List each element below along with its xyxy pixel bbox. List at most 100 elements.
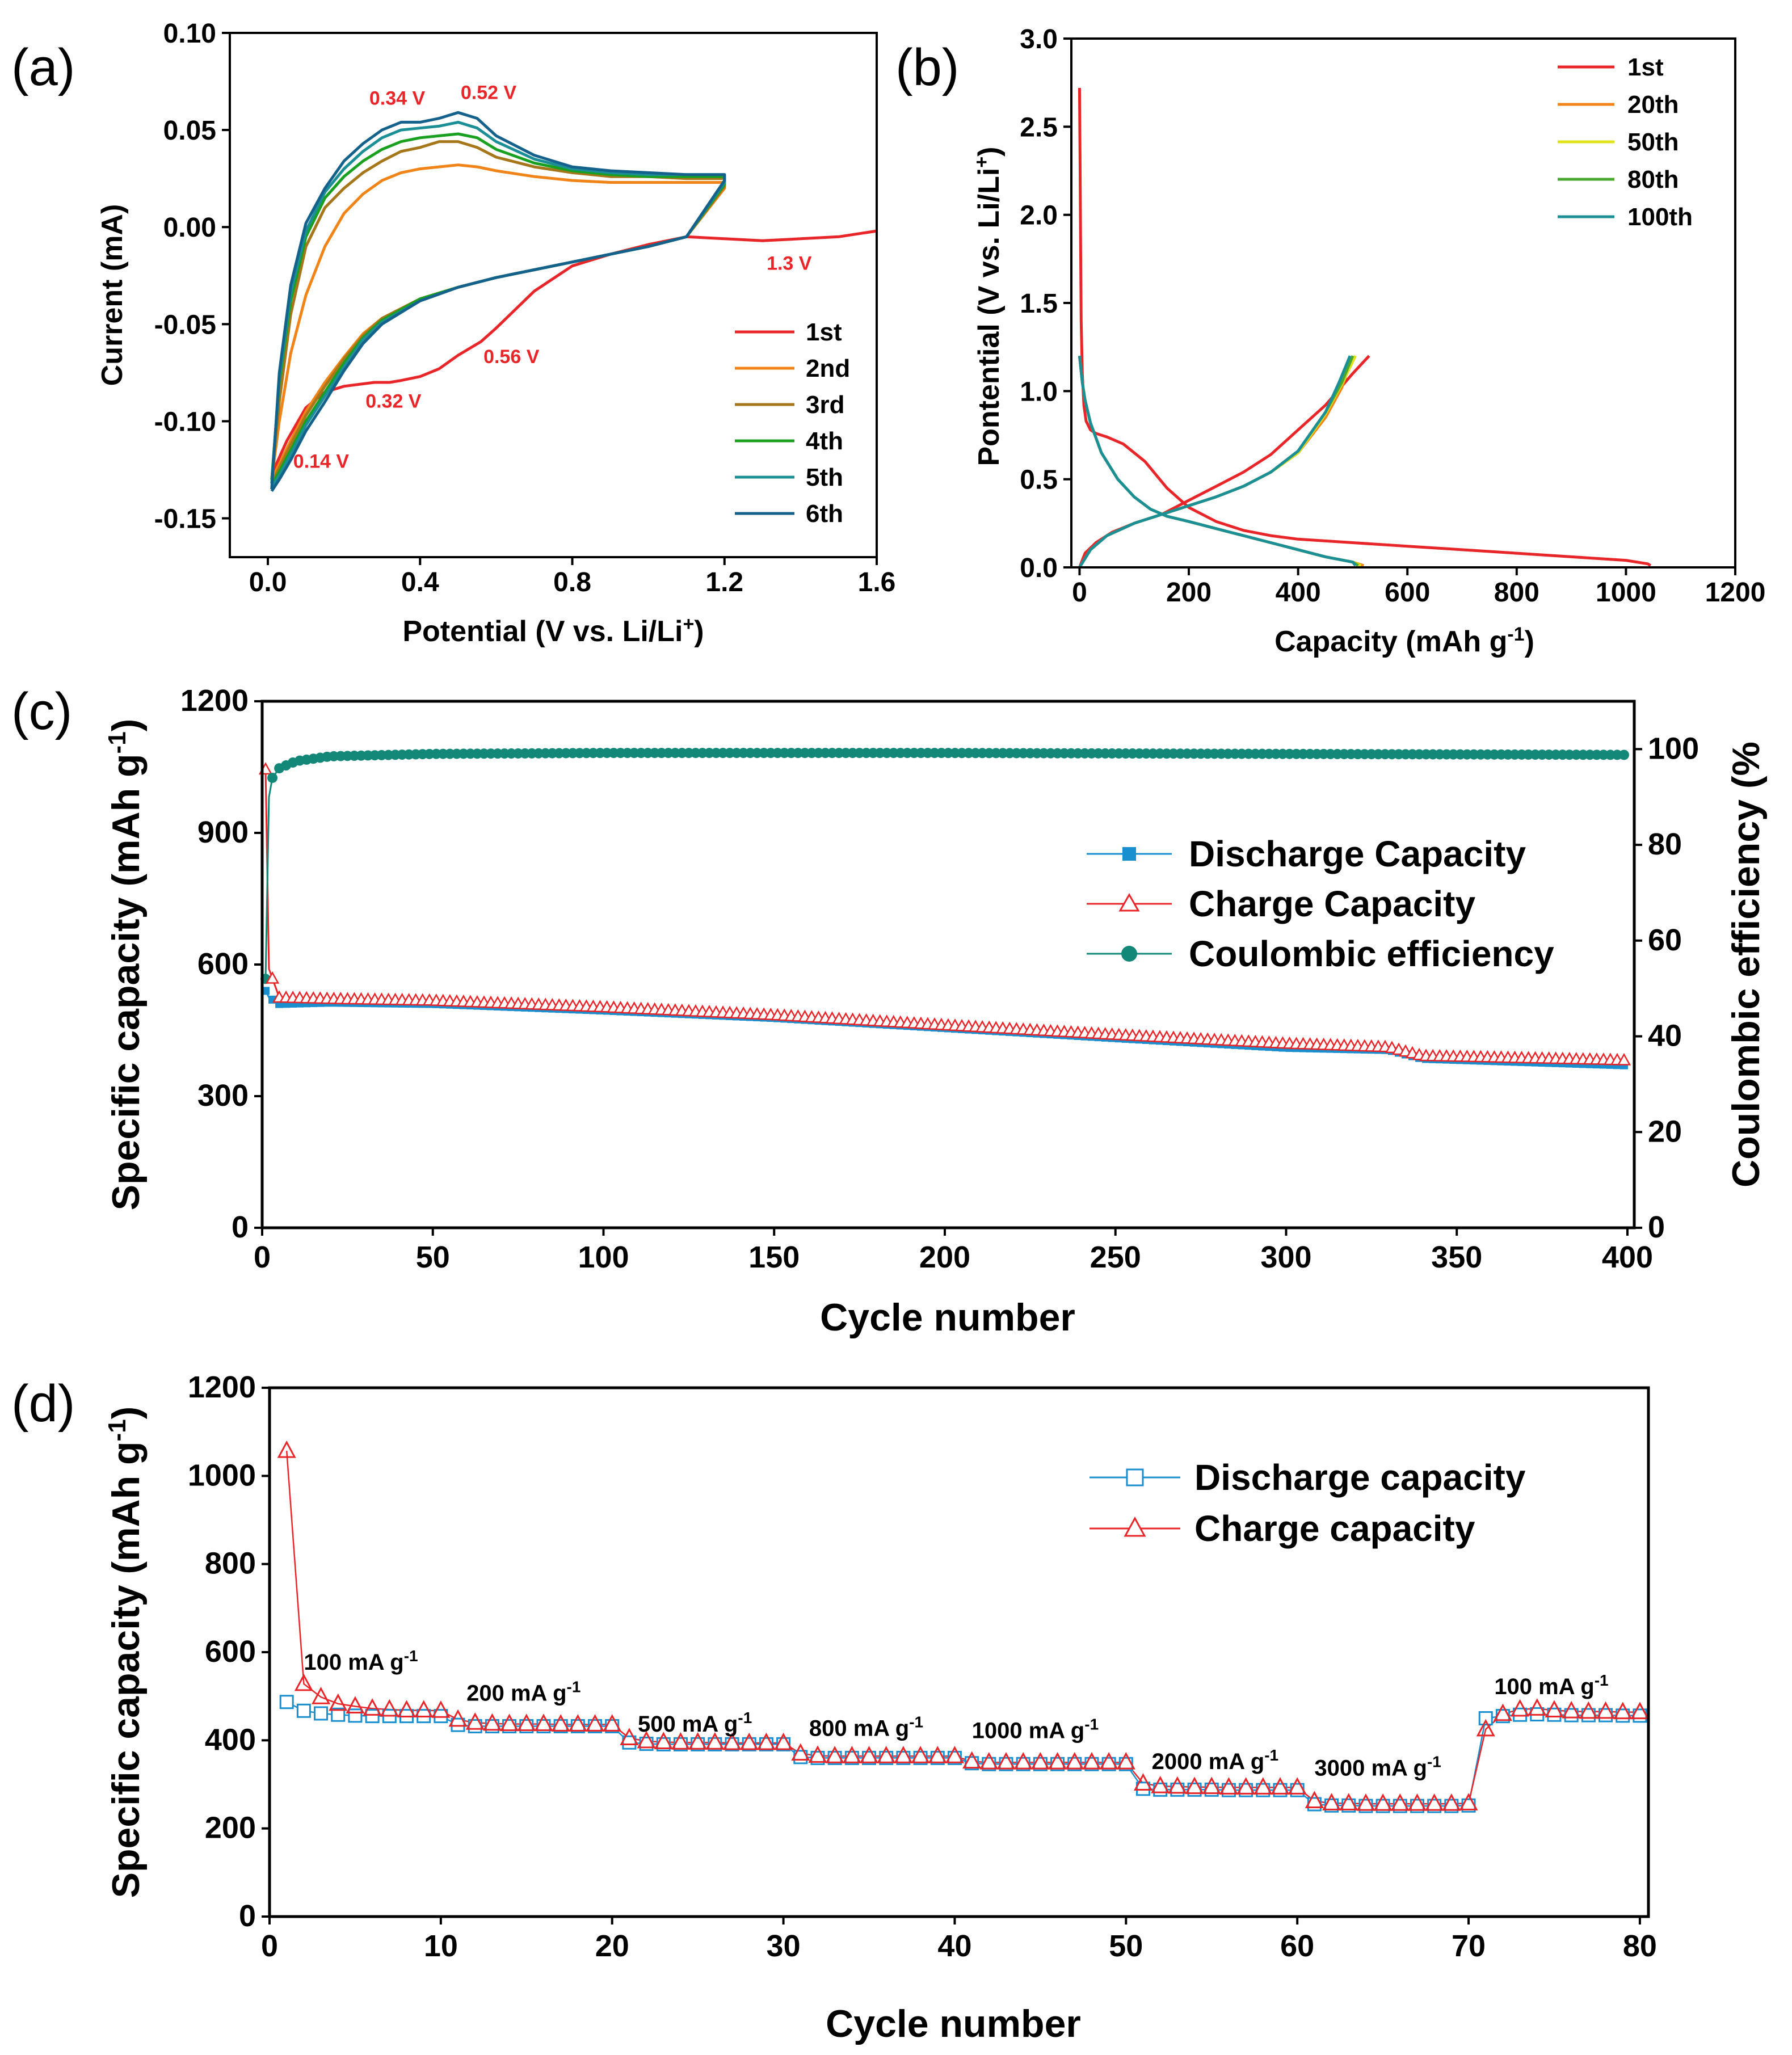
charge-capacity-point	[277, 1440, 296, 1458]
charge-capacity-point	[774, 1732, 793, 1750]
legend-label: Charge capacity	[1194, 1508, 1475, 1549]
charge-capacity-point	[722, 1732, 742, 1750]
discharge-capacity-point	[365, 1709, 380, 1724]
charge-capacity-point	[1219, 1777, 1238, 1795]
panel-d-xtick-label: 80	[1623, 1929, 1657, 1963]
charge-capacity-point	[294, 1673, 313, 1691]
cv-curve-2nd	[270, 163, 726, 481]
charge-capacity-point	[1305, 1791, 1324, 1809]
charge-curve-100th	[1078, 355, 1352, 569]
charge-capacity-point	[312, 1687, 331, 1704]
panel-c-xlabel: Cycle number	[820, 1296, 1075, 1339]
panel-a-ytick-label: -0.05	[154, 310, 216, 340]
panel-d-xtick-label: 20	[595, 1929, 629, 1963]
legend-label-2nd: 2nd	[806, 355, 850, 382]
legend-label-50th: 50th	[1627, 128, 1679, 156]
charge-capacity-point	[517, 1713, 536, 1732]
legend-label-3rd: 3rd	[806, 391, 844, 419]
cv-peak-annotation: 0.56 V	[483, 346, 540, 368]
rate-label: 3000 mA g-1	[1314, 1753, 1441, 1781]
legend-label: Coulombic efficiency	[1189, 933, 1554, 974]
charge-capacity-point	[414, 1700, 434, 1718]
coulombic-efficiency-point	[267, 772, 278, 783]
panel-b-ytick-label: 3.0	[1020, 24, 1058, 54]
panel-d-xtick-label: 70	[1452, 1929, 1486, 1963]
panel-c-ytick-label: 1200	[180, 684, 249, 718]
panel-a-xtick-label: 1.6	[858, 567, 896, 597]
discharge-capacity-point	[279, 1695, 294, 1709]
panel-a-xtick-label: 0.0	[249, 567, 287, 597]
rate-label-exponent: -1	[738, 1708, 752, 1726]
panel-a-xlabel: Potential (V vs. Li/Li+)	[402, 613, 704, 648]
rate-label-exponent: -1	[909, 1713, 923, 1730]
rate-label-value: 1000 mA g	[972, 1718, 1085, 1743]
charge-capacity-point	[1613, 1702, 1633, 1720]
discharge-capacity-point	[262, 987, 270, 995]
charge-capacity-point	[1048, 1752, 1067, 1770]
rate-label-value: 100 mA g	[1494, 1674, 1594, 1699]
panel-c-right-ytick-label: 100	[1648, 731, 1699, 765]
panel-d-legend: Discharge capacity Charge capacity	[1089, 1457, 1526, 1549]
rate-label: 100 mA g-1	[1494, 1671, 1608, 1699]
charge-capacity-point	[603, 1714, 622, 1732]
panel-c-ylabel: Specific capacity (mAh g-1)	[103, 719, 148, 1211]
charge-capacity-point	[265, 971, 280, 984]
panel-label-d: (d)	[11, 1375, 75, 1433]
panel-c-xtick-label: 400	[1602, 1240, 1653, 1274]
discharge-capacity-point	[1513, 1707, 1528, 1722]
rate-label: 200 mA g-1	[466, 1678, 580, 1706]
panel-b-xtick-label: 1000	[1596, 578, 1656, 608]
cv-curve-4th	[270, 132, 726, 486]
panel-b-xtick-label: 1200	[1705, 578, 1766, 608]
charge-capacity-point	[397, 1700, 417, 1718]
panel-a-ytick-label: 0.05	[163, 116, 216, 146]
panel-a-ytick-label: 0.00	[163, 213, 216, 243]
rate-label-exponent: -1	[1264, 1746, 1278, 1763]
legend-marker-square	[1122, 847, 1136, 861]
panel-b-ytick-label: 0.5	[1020, 465, 1058, 495]
cv-peak-annotation: 0.32 V	[365, 390, 422, 412]
discharge-curve-100th	[1078, 355, 1357, 567]
panel-a-axes: 0.0 0.4 0.8 1.2 1.6 0.10 0.05 0.00 -0.05 -0.10 -0.…	[154, 19, 896, 597]
coulombic-efficiency-point	[1618, 749, 1629, 760]
charge-capacity-point	[1099, 1752, 1118, 1770]
panel-b-series-group	[1078, 87, 1652, 569]
charge-capacity-point	[928, 1746, 947, 1763]
rate-label: 1000 mA g-1	[972, 1715, 1099, 1744]
charge-capacity-point	[1339, 1793, 1358, 1810]
rate-label-exponent: -1	[1427, 1753, 1441, 1770]
legend-label-20th: 20th	[1627, 91, 1679, 119]
charge-capacity-point	[1151, 1775, 1170, 1793]
charge-capacity-point	[1065, 1752, 1084, 1770]
charge-capacity-point	[1407, 1793, 1427, 1811]
charge-capacity-point	[979, 1752, 999, 1770]
rate-label: 100 mA g-1	[304, 1647, 418, 1675]
charge-capacity-point	[1425, 1793, 1444, 1811]
rate-label-value: 100 mA g	[304, 1650, 403, 1675]
charge-capacity-point	[791, 1743, 810, 1761]
panel-c-right-ytick-label: 20	[1648, 1114, 1682, 1148]
charge-capacity-point	[500, 1713, 519, 1732]
charge-capacity-point	[431, 1700, 451, 1718]
cv-peak-annotation: 0.14 V	[293, 451, 350, 473]
rate-label-value: 500 mA g	[638, 1712, 738, 1737]
charge-capacity-point	[911, 1746, 930, 1763]
panel-b-xtick-label: 400	[1276, 578, 1321, 608]
charge-capacity-point	[1082, 1752, 1101, 1770]
charge-capacity-point	[465, 1712, 485, 1730]
legend-label: Discharge Capacity	[1189, 833, 1526, 874]
panel-b-xtick-label: 600	[1385, 578, 1430, 608]
legend-label-1st: 1st	[1627, 53, 1664, 81]
panel-c-right-ytick-label: 60	[1648, 923, 1682, 957]
panel-d-xtick-label: 30	[767, 1929, 801, 1963]
rate-label: 2000 mA g-1	[1152, 1746, 1279, 1774]
panel-d-ytick-label: 600	[205, 1635, 256, 1669]
panel-c-xtick-label: 250	[1090, 1240, 1141, 1274]
panel-b-legend: 1st 20th 50th 80th 100th	[1558, 53, 1693, 231]
charge-capacity-point	[739, 1732, 759, 1750]
charge-capacity-point	[380, 1699, 399, 1717]
charge-capacity-point	[860, 1746, 879, 1763]
charge-capacity-point	[568, 1714, 587, 1732]
charge-capacity-point	[1373, 1793, 1393, 1811]
